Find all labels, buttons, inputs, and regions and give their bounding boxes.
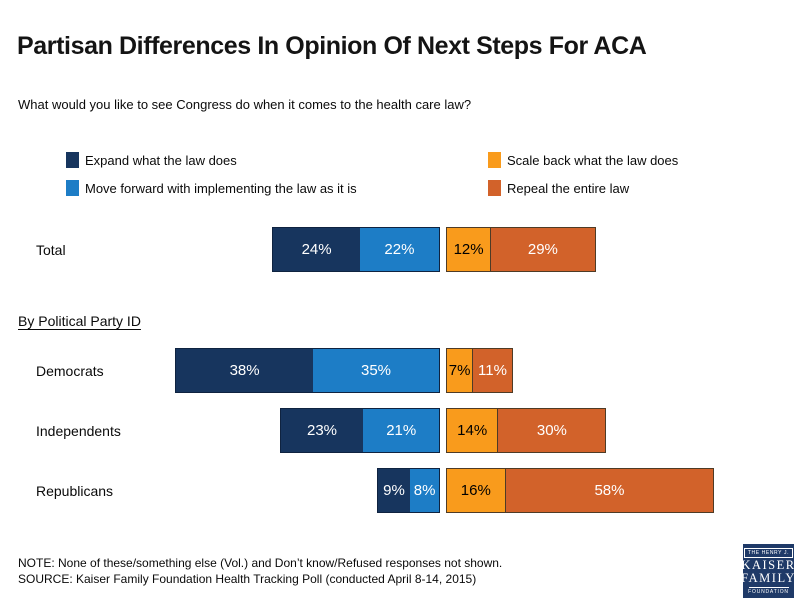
bar-value-label: 11% [478, 362, 507, 379]
legend-swatch-expand [66, 152, 79, 168]
bar-value-label: 38% [229, 362, 260, 379]
bar-value-label: 30% [536, 422, 567, 439]
bar-segment-scale_back: 16% [447, 469, 505, 512]
bar-segment-move_forward: 35% [313, 349, 439, 392]
bar-segment-repeal: 58% [504, 469, 714, 512]
bar-segment-repeal: 11% [472, 349, 512, 392]
bar-segment-move_forward: 8% [410, 469, 439, 512]
bar-group-oppose-independents: 14% 30% [446, 408, 607, 453]
category-label-independents: Independents [36, 422, 121, 439]
bar-value-label: 7% [448, 362, 471, 379]
legend-label-expand: Expand what the law does [85, 152, 237, 168]
legend-item-scale_back: Scale back what the law does [488, 152, 678, 168]
kff-logo-kaiser: KAISER [741, 558, 796, 572]
bar-group-oppose-democrats: 7% 11% [446, 348, 513, 393]
bar-segment-repeal: 29% [490, 228, 595, 271]
bar-group-oppose-republicans: 16% 58% [446, 468, 715, 513]
category-label-republicans: Republicans [36, 482, 114, 499]
legend-item-repeal: Repeal the entire law [488, 180, 629, 196]
legend-swatch-repeal [488, 180, 501, 196]
bar-segment-move_forward: 22% [359, 228, 439, 271]
legend-label-scale_back: Scale back what the law does [507, 152, 679, 168]
section-label: By Political Party ID [18, 313, 141, 329]
source-text: SOURCE: Kaiser Family Foundation Health … [18, 572, 477, 586]
bar-value-label: 12% [453, 241, 484, 258]
bar-group-keep-total: 24% 22% [272, 227, 440, 272]
bar-value-label: 23% [306, 422, 338, 439]
bar-value-label: 24% [301, 241, 332, 258]
bar-value-label: 22% [384, 241, 415, 258]
legend-swatch-scale_back [488, 152, 501, 168]
bar-segment-expand: 24% [273, 228, 360, 271]
bar-segment-scale_back: 7% [447, 349, 473, 392]
legend-item-move_forward: Move forward with implementing the law a… [66, 180, 357, 196]
kff-logo-family: FAMILY [741, 571, 796, 585]
bar-value-label: 58% [594, 482, 625, 499]
bar-value-label: 16% [460, 482, 491, 499]
survey-question: What would you like to see Congress do w… [18, 97, 472, 112]
kff-logo-divider [748, 587, 789, 588]
bar-segment-expand: 9% [377, 469, 411, 512]
note-text: NOTE: None of these/something else (Vol.… [18, 556, 503, 570]
page-title: Partisan Differences In Opinion Of Next … [17, 32, 647, 60]
bar-value-label: 9% [383, 482, 405, 499]
bar-group-keep-republicans: 9% 8% [376, 468, 440, 513]
kff-logo: THE HENRY J. KAISER FAMILY FOUNDATION [741, 544, 796, 598]
category-label-democrats: Democrats [36, 362, 104, 379]
bar-segment-scale_back: 12% [447, 228, 491, 271]
bar-group-oppose-total: 12% 29% [446, 227, 596, 272]
legend-swatch-move_forward [66, 180, 79, 196]
bar-segment-repeal: 30% [497, 409, 606, 452]
bar-group-keep-independents: 23% 21% [279, 408, 440, 453]
bar-group-keep-democrats: 38% 35% [175, 348, 440, 393]
legend-item-expand: Expand what the law does [66, 152, 237, 168]
bar-segment-move_forward: 21% [363, 409, 439, 452]
bar-segment-expand: 23% [280, 409, 364, 452]
bar-segment-expand: 38% [176, 349, 313, 392]
category-label-total: Total [36, 241, 66, 258]
kff-logo-line1: THE HENRY J. [743, 548, 794, 558]
bar-value-label: 14% [457, 422, 488, 439]
bar-value-label: 8% [413, 482, 436, 499]
bar-value-label: 29% [527, 241, 558, 258]
legend-label-move_forward: Move forward with implementing the law a… [85, 180, 357, 196]
bar-segment-scale_back: 14% [447, 409, 498, 452]
legend-label-repeal: Repeal the entire law [507, 180, 630, 196]
bar-value-label: 35% [360, 362, 392, 379]
bar-value-label: 21% [386, 422, 417, 439]
kff-logo-foundation: FOUNDATION [748, 589, 789, 595]
